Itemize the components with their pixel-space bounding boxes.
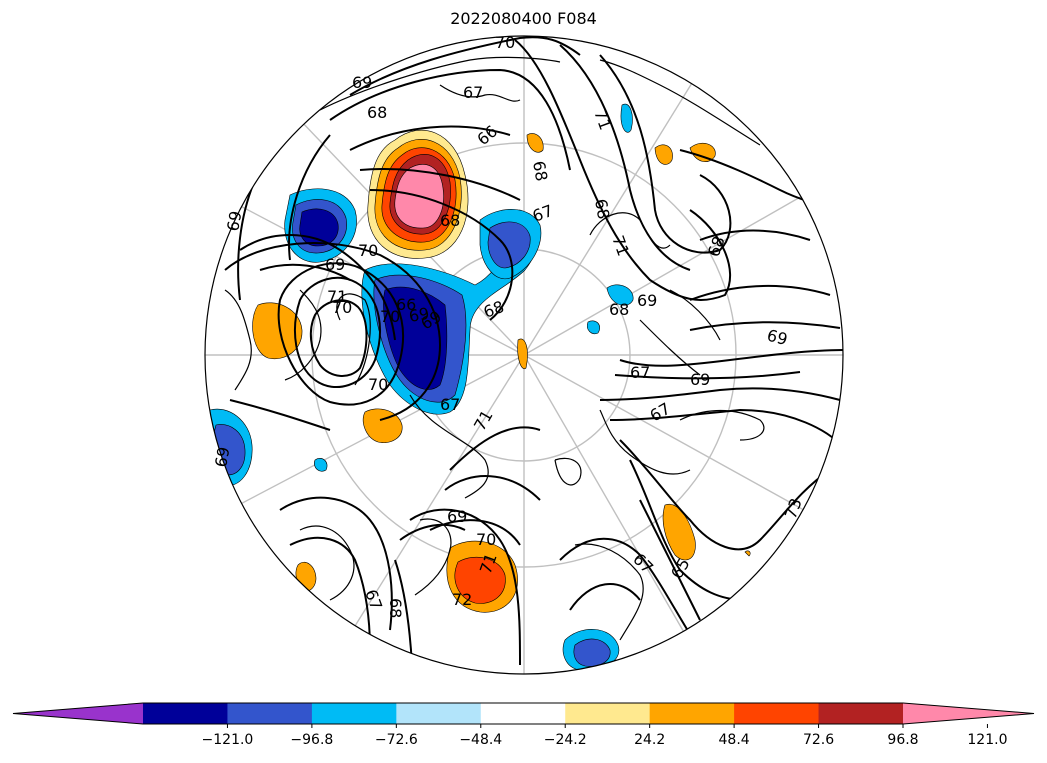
contour-label: 70 xyxy=(380,307,400,326)
contour-label: 69 xyxy=(637,291,657,310)
colorbar-tick-label: −72.6 xyxy=(375,732,418,748)
colorbar-segment xyxy=(818,703,904,724)
contour-label: 68 xyxy=(609,300,629,319)
contour-label: 69 xyxy=(765,326,790,350)
contour-label: 72 xyxy=(452,590,472,609)
colorbar-tick-label: −121.0 xyxy=(202,732,254,748)
colorbar-tick-label: 72.6 xyxy=(803,732,834,748)
colorbar-segment xyxy=(311,703,397,724)
colorbar-extend-high xyxy=(903,703,1034,724)
colorbar-segment xyxy=(396,703,482,724)
contour-label: 67 xyxy=(463,83,483,102)
map-title: 2022080400 F084 xyxy=(450,9,597,28)
contour-label: 70 xyxy=(368,375,388,394)
colorbar-tick-label: −24.2 xyxy=(544,732,587,748)
contour-label: 68 xyxy=(529,159,551,182)
contour-label: 67 xyxy=(630,363,650,382)
contour-label: 68 xyxy=(386,598,405,618)
contour-label: 69 xyxy=(223,209,245,232)
colorbar-segment xyxy=(649,703,735,724)
colorbar-segment xyxy=(734,703,820,724)
contour-label: 70 xyxy=(332,298,352,317)
contour-label: 71 xyxy=(327,287,347,306)
contour-label: 66 xyxy=(396,295,416,314)
colorbar-outline xyxy=(12,702,1035,725)
contour-label: 68 xyxy=(367,103,387,122)
contour-label: 69 xyxy=(690,370,710,389)
contour-label: 69 xyxy=(447,507,467,526)
colorbar: −121.0 −96.8 −72.6 −48.4 −24.2 24.2 48.4 72.6 96… xyxy=(12,702,1035,748)
colorbar-segment xyxy=(227,703,313,724)
contour-label: 67 xyxy=(440,395,460,414)
colorbar-segment xyxy=(480,703,566,724)
contour-label: 68 xyxy=(440,211,460,230)
map-boundary xyxy=(204,35,844,675)
contour-label: 70 xyxy=(495,33,515,52)
colorbar-tick-label: −96.8 xyxy=(290,732,333,748)
contour-label: 70 xyxy=(476,530,496,549)
colorbar-extend-low xyxy=(13,703,143,724)
contour-label: 68 xyxy=(591,197,613,220)
contour-label: 69 xyxy=(211,445,233,468)
contour-label: 69 xyxy=(352,73,372,92)
contour-label: 70 xyxy=(358,241,378,260)
coastlines xyxy=(224,56,765,641)
colorbar-tick-label: −48.4 xyxy=(459,732,502,748)
colorbar-segment xyxy=(143,703,228,724)
colorbar-tick-label: 24.2 xyxy=(634,732,665,748)
colorbar-tick-label: 96.8 xyxy=(887,732,918,748)
colorbar-segment xyxy=(565,703,651,724)
contour-label: 69 xyxy=(407,304,430,326)
colorbar-tick-label: 121.0 xyxy=(967,732,1007,748)
colorbar-tick-label: 48.4 xyxy=(719,732,750,748)
contour-label: 69 xyxy=(325,255,345,274)
